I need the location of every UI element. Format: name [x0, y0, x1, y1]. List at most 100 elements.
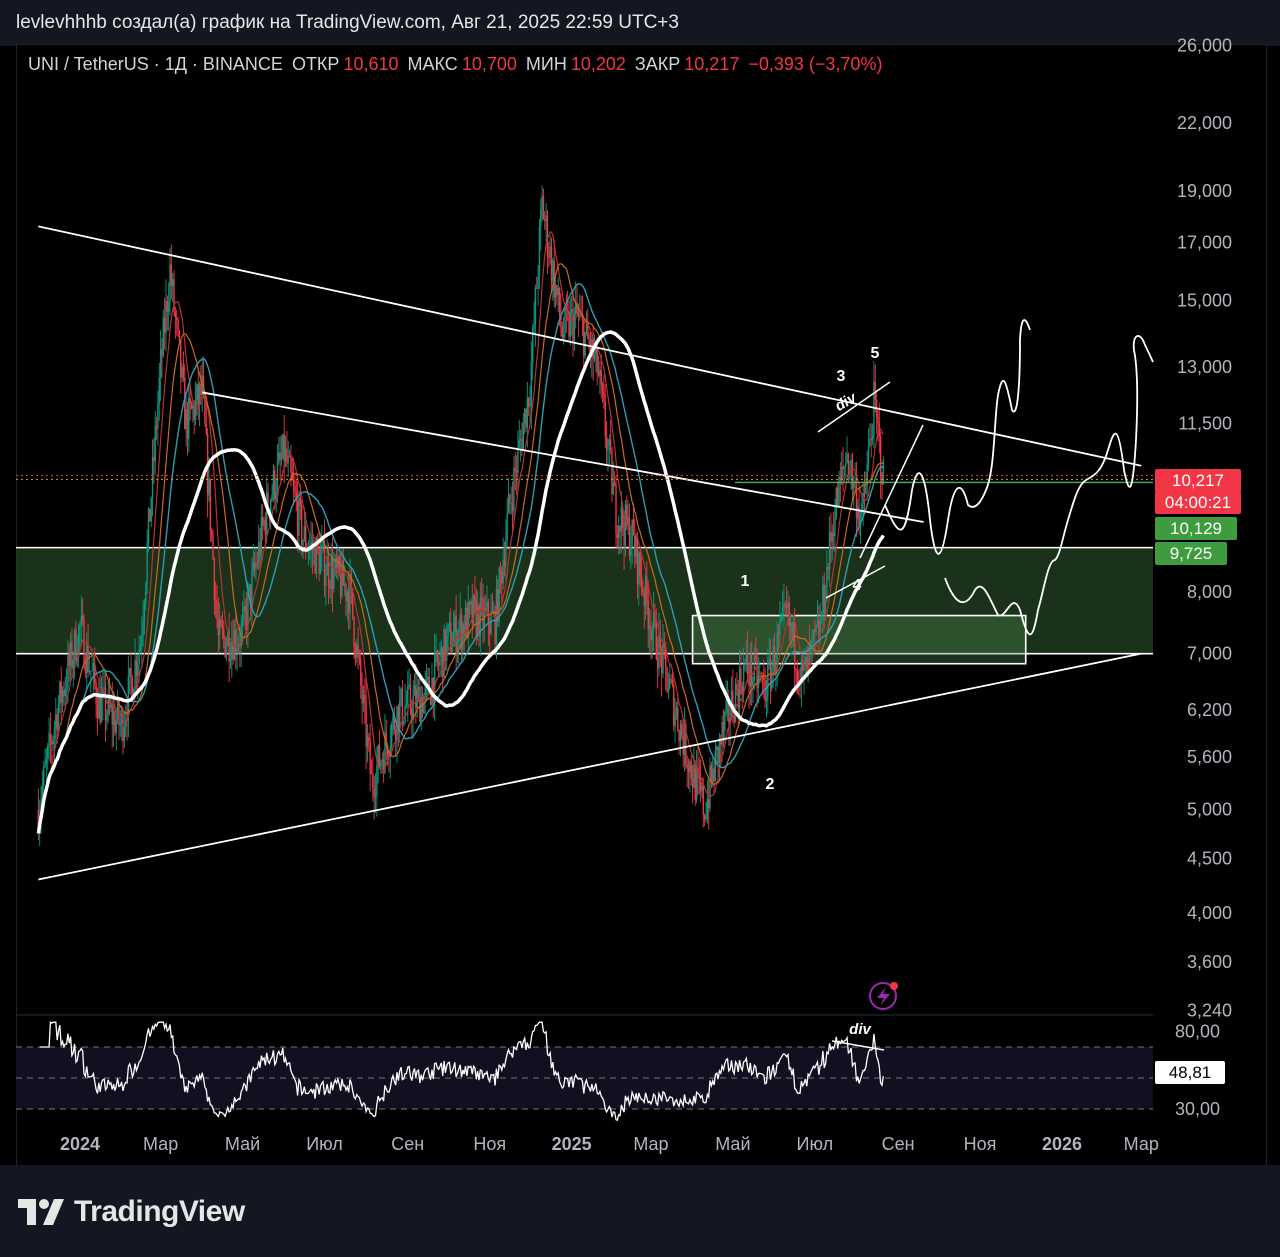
candle-body	[69, 641, 72, 666]
candle-body	[231, 641, 233, 660]
candle-body	[583, 320, 585, 356]
candle-body	[353, 617, 355, 648]
candle-body	[212, 534, 214, 559]
candle-body	[854, 480, 856, 483]
candle-body	[662, 642, 664, 674]
symbol-name[interactable]: UNI / TetherUS · 1Д · BINANCE	[28, 54, 283, 74]
candle-body	[691, 778, 694, 788]
ma-orange-line	[37, 263, 884, 834]
candle-body	[796, 672, 799, 683]
candle-body	[435, 651, 437, 654]
candle-body	[870, 438, 872, 440]
candle-body	[177, 319, 179, 330]
candle-body	[57, 704, 60, 731]
candle-body	[84, 667, 87, 673]
candle-body	[90, 671, 92, 673]
candle-body	[544, 218, 546, 221]
candle-body	[67, 654, 69, 689]
candle-body	[761, 676, 764, 678]
candle-body	[100, 696, 103, 723]
projection-path-alternative	[944, 335, 1154, 636]
candle-body	[257, 541, 260, 564]
candle-body	[863, 493, 866, 495]
candle-body	[729, 718, 731, 723]
candle-body	[482, 599, 484, 627]
candle-body	[694, 764, 696, 801]
candle-body	[61, 689, 64, 703]
candle-body	[94, 663, 96, 684]
candle-body	[343, 583, 346, 586]
candle-body	[134, 659, 136, 690]
candle-body	[347, 591, 350, 614]
candle-body	[683, 724, 686, 755]
candle-body	[800, 659, 803, 684]
candle-body	[572, 308, 574, 342]
candle-body	[753, 655, 756, 681]
candle-body	[701, 785, 703, 792]
candle-body	[408, 684, 410, 687]
candle-body	[266, 492, 268, 535]
price-axis-tick-1: 22,000	[1177, 113, 1232, 133]
price-chart[interactable]: 26,00022,00019,00017,00015,00013,00011,5…	[0, 0, 1280, 1165]
candle-body	[573, 314, 576, 342]
close-label: ЗАКР	[634, 54, 681, 74]
candle-body	[135, 659, 138, 677]
candle-body	[92, 663, 95, 670]
candle-body	[112, 711, 115, 725]
candle-body	[427, 676, 429, 679]
candle-body	[494, 610, 496, 645]
candle-body	[502, 560, 504, 583]
candle-body	[788, 602, 790, 626]
candle-body	[261, 517, 264, 526]
candle-body	[253, 562, 256, 569]
candle-body	[693, 764, 695, 788]
rsi-axis-tick-1: 30,00	[1175, 1099, 1220, 1119]
candle-body	[380, 761, 382, 768]
candle-body	[142, 620, 144, 636]
candle-body	[358, 653, 361, 659]
candle-body	[154, 426, 156, 462]
tradingview-logo[interactable]: TradingView	[18, 1192, 245, 1232]
candle-body	[515, 470, 518, 473]
support-zone	[16, 547, 1153, 654]
candle-body	[666, 667, 668, 692]
candle-body	[186, 409, 189, 439]
candle-body	[793, 622, 796, 669]
candle-body	[65, 688, 68, 690]
candle-body	[428, 676, 430, 695]
candle-body	[114, 711, 116, 733]
candle-body	[447, 624, 449, 637]
candle-body	[185, 409, 187, 429]
candle-body	[718, 738, 721, 764]
candle-body	[604, 402, 606, 436]
candle-body	[812, 629, 815, 637]
candle-body	[879, 436, 882, 478]
candle-body	[752, 680, 754, 687]
candle-body	[526, 397, 529, 428]
footer-bar	[0, 1165, 1280, 1257]
candle-body	[499, 568, 502, 572]
candle-body	[138, 650, 140, 665]
ma-fast-tag: 10,129	[1155, 517, 1237, 540]
candle-body	[436, 651, 439, 663]
candle-body	[378, 745, 381, 768]
candle-body	[354, 647, 357, 658]
candle-body	[146, 542, 148, 584]
author-name[interactable]: levlevhhhb	[16, 12, 107, 33]
candle-body	[171, 279, 174, 286]
price-axis-tick-5: 13,000	[1177, 357, 1232, 377]
candle-body	[103, 687, 105, 690]
candle-body	[369, 740, 371, 774]
candle-body	[627, 517, 629, 526]
notification-dot-icon	[890, 982, 898, 990]
candle-body	[119, 722, 122, 725]
candle-body	[214, 600, 217, 602]
candle-body	[260, 517, 263, 556]
candle-body	[748, 674, 750, 687]
candle-body	[622, 507, 624, 528]
candle-body	[448, 622, 451, 625]
candle-body	[274, 470, 276, 500]
wave-channel-line	[859, 424, 924, 559]
candle-body	[194, 399, 197, 420]
candle-body	[703, 815, 706, 820]
